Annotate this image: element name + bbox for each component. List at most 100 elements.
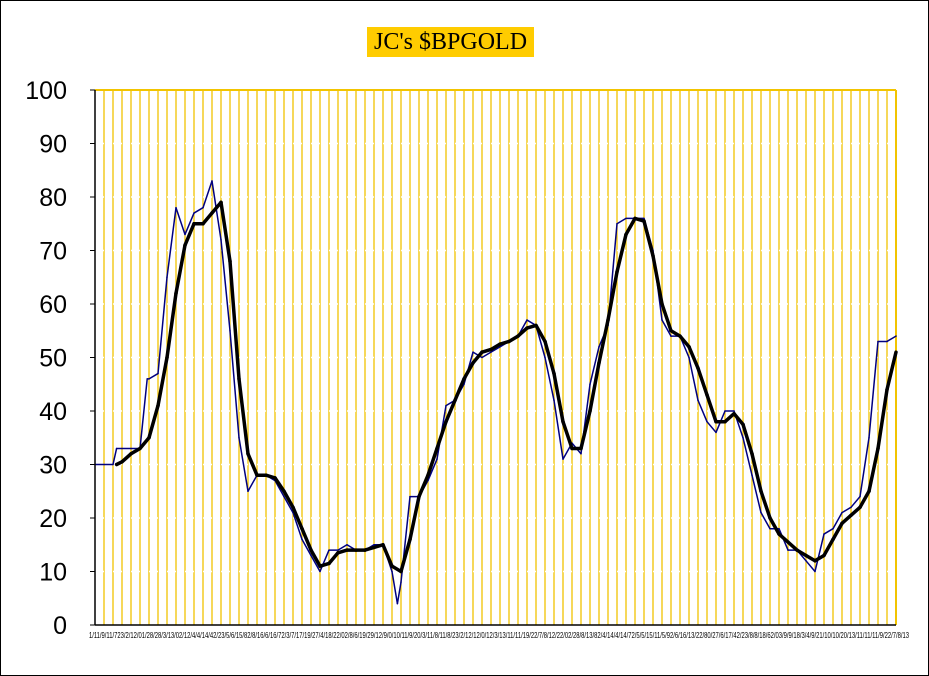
y-tick-label: 80 (39, 184, 67, 212)
smoothed-line-segment (471, 350, 484, 365)
smoothed-line-segment (732, 411, 745, 427)
raw-line-segment (112, 447, 118, 466)
smoothed-line-segment (642, 219, 655, 258)
raw-line-segment (706, 420, 717, 434)
smoothed-line-segment (246, 452, 259, 477)
smoothed-line-segment (210, 200, 223, 215)
raw-line-segment (193, 206, 204, 214)
raw-line-segment (832, 511, 843, 530)
smoothed-line-segment (237, 377, 250, 456)
raw-line-segment (823, 527, 834, 535)
y-tick-label: 10 (39, 559, 67, 587)
raw-line-segment (292, 511, 303, 541)
smoothed-line-segment (408, 494, 421, 542)
smoothed-line-segment (282, 489, 295, 510)
raw-line-segment (337, 544, 348, 551)
smoothed-line-segment (687, 345, 700, 370)
raw-line-segment (283, 495, 294, 514)
smoothed-line-segment (309, 548, 322, 568)
smoothed-line-segment (579, 409, 592, 451)
raw-line-segment (139, 378, 148, 450)
smoothed-line-segment (273, 476, 286, 493)
smoothed-line-segment (174, 243, 187, 296)
smoothed-line-segment (786, 540, 799, 552)
y-tick-label: 20 (39, 505, 67, 533)
smoothed-line-segment (849, 505, 862, 518)
raw-line-segment (868, 340, 879, 439)
smoothed-line-segment (750, 452, 763, 493)
raw-line-segment (202, 180, 213, 209)
raw-line-segment (886, 335, 897, 343)
smoothed-line-segment (759, 489, 772, 520)
smoothed-line-segment (381, 543, 394, 568)
smoothed-line-segment (138, 436, 151, 451)
raw-line-segment (805, 560, 816, 573)
y-axis-labels: 0 10 20 30 40 50 60 70 80 90 100 (25, 77, 95, 640)
smoothed-line-segment (678, 334, 691, 349)
raw-line-segment (589, 346, 600, 385)
raw-line-segment (616, 217, 627, 225)
smoothed-line-segment (588, 361, 601, 413)
smoothed-line-segment (705, 393, 718, 424)
y-tick-label: 50 (39, 345, 67, 373)
smoothed-line-segment (516, 326, 529, 338)
raw-line-segment (247, 474, 258, 492)
smoothed-line-segment (768, 516, 781, 536)
x-tick-labels: 1/11/9/11/723/2/12/01/28/28/3/13/02/12/4… (89, 631, 909, 640)
y-tick-label: 60 (39, 291, 67, 319)
smoothed-line-segment (417, 473, 430, 499)
smoothed-line-segment (858, 489, 871, 510)
raw-line-segment (220, 239, 231, 332)
raw-line-segment (157, 276, 168, 375)
y-tick-label: 70 (39, 238, 67, 266)
chart-title: JC's $BPGOLD (367, 27, 535, 57)
smoothed-line-segment (561, 419, 574, 451)
smoothed-line-segment (885, 350, 898, 392)
smoothed-line-segment (201, 211, 214, 226)
raw-line-segment (760, 511, 771, 530)
raw-line-segment (859, 437, 870, 498)
raw-line-segment (553, 399, 564, 460)
raw-line-segment (661, 319, 672, 337)
smoothed-line-segment (300, 526, 313, 552)
smoothed-line-segment (552, 371, 565, 424)
smoothed-line-segment (165, 291, 178, 360)
smoothed-line-segment (660, 302, 673, 333)
smoothed-line-segment (291, 505, 304, 531)
smoothed-line-segment (624, 216, 637, 237)
smoothed-line-segment (147, 403, 160, 440)
smoothed-line-segment (543, 339, 556, 376)
smoothed-line-segment (399, 537, 412, 574)
raw-line-segment (481, 351, 492, 359)
raw-line-segment (697, 399, 708, 423)
smoothed-line-segment (183, 222, 196, 247)
smoothed-line-segment (597, 318, 610, 365)
y-tick-label: 90 (39, 131, 67, 159)
smoothed-line-segment (723, 411, 736, 424)
raw-line-segment (310, 554, 321, 573)
smoothed-line-segment (876, 387, 889, 451)
smoothed-line-segment (606, 270, 619, 322)
smoothed-line-segment (444, 398, 457, 424)
raw-line-segment (319, 549, 330, 573)
smoothed-line-segment (534, 323, 547, 344)
smoothed-line-segment (219, 200, 232, 263)
smoothed-line-segment (777, 532, 790, 544)
smoothed-line-segment (120, 452, 133, 464)
raw-line-segment (391, 570, 399, 605)
raw-line-segment (688, 356, 699, 402)
raw-line-segment (841, 506, 852, 514)
y-tick-label: 30 (39, 452, 67, 480)
raw-line-segment (544, 356, 555, 402)
smoothed-line-segment (228, 259, 241, 381)
raw-line-segment (229, 330, 240, 439)
y-tick-label: 100 (25, 77, 67, 105)
y-tick-label: 40 (39, 398, 67, 426)
raw-line-segment (396, 581, 402, 605)
smoothed-line-segment (156, 355, 169, 408)
raw-line-segment (490, 346, 501, 353)
smoothed-line-segment (651, 254, 664, 306)
smoothed-line-segment (615, 232, 628, 274)
raw-line-segment (742, 437, 753, 476)
raw-line-segment (814, 533, 825, 573)
